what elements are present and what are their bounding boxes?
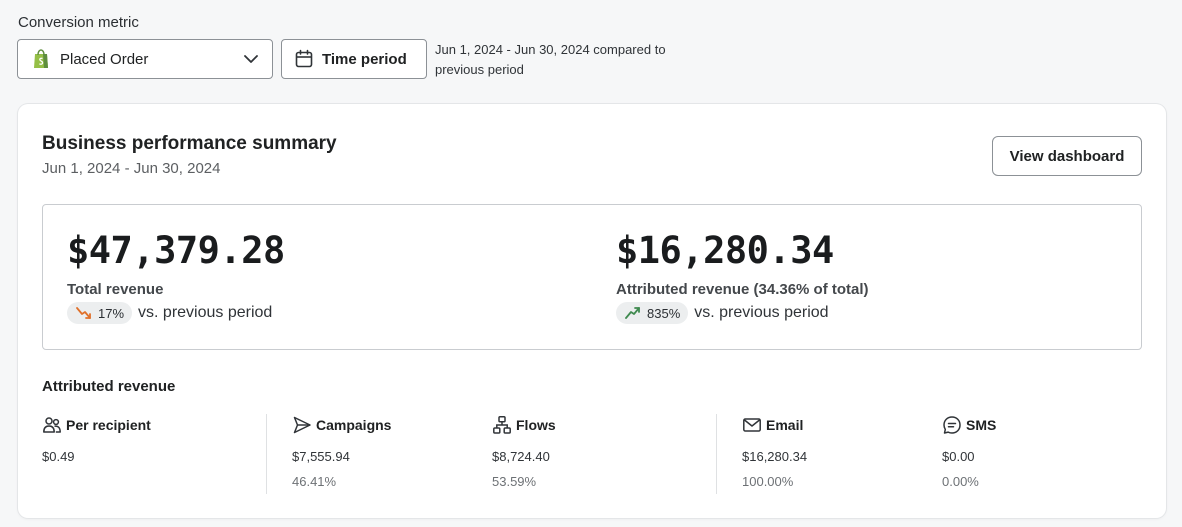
delta-comparison-text: vs. previous period bbox=[138, 304, 273, 321]
conversion-metric-label: Conversion metric bbox=[18, 14, 139, 31]
delta-percent: 17% bbox=[98, 305, 125, 321]
stat-value: $0.00 bbox=[942, 449, 975, 464]
trend-up-icon bbox=[624, 305, 642, 321]
sms-icon bbox=[942, 415, 962, 435]
attributed-revenue-delta: 835% vs. previous period bbox=[616, 302, 869, 324]
total-revenue-metric: $47,379.28 Total revenue 17% vs. previou… bbox=[67, 229, 285, 324]
stat-value: $16,280.34 bbox=[742, 449, 808, 464]
shopify-bag-icon bbox=[32, 49, 50, 69]
flow-icon bbox=[492, 415, 512, 435]
conversion-metric-select[interactable]: Placed Order bbox=[17, 39, 273, 79]
stat-percent: 46.41% bbox=[292, 474, 337, 489]
view-dashboard-button[interactable]: View dashboard bbox=[992, 136, 1142, 176]
stat-per-recipient: Per recipient $0.49 bbox=[42, 414, 151, 464]
stat-title: Campaigns bbox=[316, 417, 392, 433]
stat-value: $7,555.94 bbox=[292, 449, 350, 464]
total-revenue-label: Total revenue bbox=[67, 281, 164, 298]
stat-title: SMS bbox=[966, 417, 997, 433]
calendar-icon bbox=[294, 49, 314, 69]
time-period-label: Time period bbox=[322, 50, 407, 68]
attributed-revenue-heading: Attributed revenue bbox=[42, 378, 176, 395]
stat-title: Email bbox=[766, 417, 804, 433]
card-title: Business performance summary bbox=[42, 133, 337, 154]
trend-down-icon bbox=[75, 305, 93, 321]
stat-title: Per recipient bbox=[66, 417, 151, 433]
total-revenue-delta: 17% vs. previous period bbox=[67, 302, 285, 324]
card-date-range: Jun 1, 2024 - Jun 30, 2024 bbox=[42, 160, 221, 177]
stat-campaigns: Campaigns $7,555.94 46.41% bbox=[292, 414, 391, 489]
stat-flows: Flows $8,724.40 53.59% bbox=[492, 414, 556, 489]
attributed-revenue-stats: Per recipient $0.49 Campaigns $7,555.94 … bbox=[42, 414, 1142, 496]
people-icon bbox=[42, 415, 62, 435]
chevron-down-icon bbox=[242, 50, 260, 68]
delta-badge: 17% bbox=[67, 302, 133, 324]
delta-badge: 835% bbox=[616, 302, 689, 324]
mail-icon bbox=[742, 415, 762, 435]
stat-email: Email $16,280.34 100.00% bbox=[742, 414, 807, 489]
divider bbox=[716, 414, 717, 494]
stat-sms: SMS $0.00 0.00% bbox=[942, 414, 996, 489]
attributed-revenue-value: $16,280.34 bbox=[616, 229, 834, 272]
delta-comparison-text: vs. previous period bbox=[694, 304, 829, 321]
comparison-range-note: Jun 1, 2024 - Jun 30, 2024 compared to p… bbox=[435, 42, 666, 77]
selected-metric-label: Placed Order bbox=[60, 50, 149, 68]
total-revenue-value: $47,379.28 bbox=[67, 229, 285, 272]
stat-title: Flows bbox=[516, 417, 556, 433]
stat-value: $8,724.40 bbox=[492, 449, 550, 464]
stat-value: $0.49 bbox=[42, 449, 75, 464]
attributed-revenue-label: Attributed revenue (34.36% of total) bbox=[616, 281, 869, 298]
stat-percent: 0.00% bbox=[942, 474, 979, 489]
attributed-revenue-metric: $16,280.34 Attributed revenue (34.36% of… bbox=[616, 229, 869, 324]
stat-percent: 100.00% bbox=[742, 474, 794, 489]
business-performance-card: Business performance summary Jun 1, 2024… bbox=[18, 104, 1166, 518]
delta-percent: 835% bbox=[647, 305, 681, 321]
send-icon bbox=[292, 415, 312, 435]
stat-percent: 53.59% bbox=[492, 474, 537, 489]
revenue-summary-box: $47,379.28 Total revenue 17% vs. previou… bbox=[42, 204, 1142, 350]
divider bbox=[266, 414, 267, 494]
time-period-button[interactable]: Time period bbox=[281, 39, 427, 79]
